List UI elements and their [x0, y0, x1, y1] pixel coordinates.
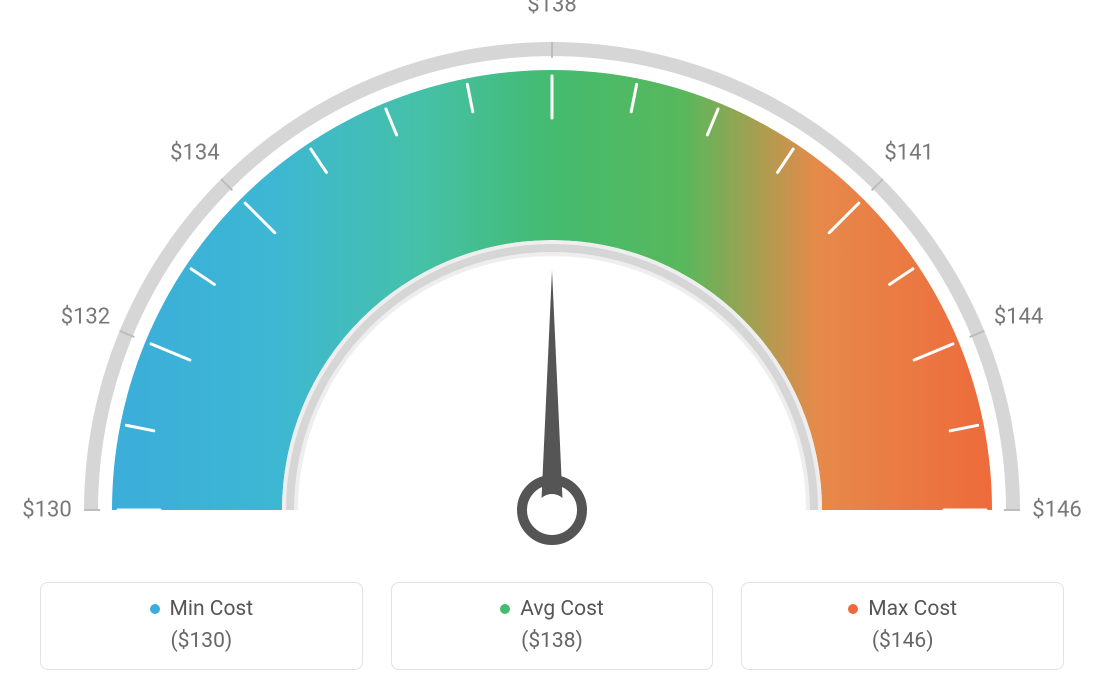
legend-title-avg: Avg Cost — [500, 597, 604, 621]
legend-value-max: ($146) — [752, 629, 1053, 653]
gauge-chart-container: $130 $132 $134 $138 $141 $144 $146 Min Cost ($… — [0, 0, 1104, 690]
legend-card-avg: Avg Cost ($138) — [391, 582, 714, 670]
legend-label-min: Min Cost — [170, 597, 254, 621]
legend-title-min: Min Cost — [150, 597, 254, 621]
gauge-area: $130 $132 $134 $138 $141 $144 $146 — [0, 0, 1104, 560]
legend-card-min: Min Cost ($130) — [40, 582, 363, 670]
legend-row: Min Cost ($130) Avg Cost ($138) Max Cost… — [40, 582, 1064, 670]
gauge-tick-label: $134 — [170, 140, 219, 165]
gauge-tick-label: $146 — [1032, 498, 1081, 523]
gauge-tick-label: $141 — [884, 140, 933, 165]
legend-value-avg: ($138) — [402, 629, 703, 653]
gauge-tick-label: $138 — [527, 0, 576, 18]
gauge-tick-label: $144 — [994, 304, 1043, 329]
legend-label-max: Max Cost — [868, 597, 957, 621]
legend-dot-max — [848, 604, 858, 614]
legend-dot-min — [150, 604, 160, 614]
legend-card-max: Max Cost ($146) — [741, 582, 1064, 670]
legend-title-max: Max Cost — [848, 597, 957, 621]
gauge-svg — [0, 0, 1104, 560]
gauge-tick-label: $130 — [22, 498, 71, 523]
legend-label-avg: Avg Cost — [520, 597, 604, 621]
legend-value-min: ($130) — [51, 629, 352, 653]
gauge-tick-label: $132 — [61, 304, 110, 329]
legend-dot-avg — [500, 604, 510, 614]
